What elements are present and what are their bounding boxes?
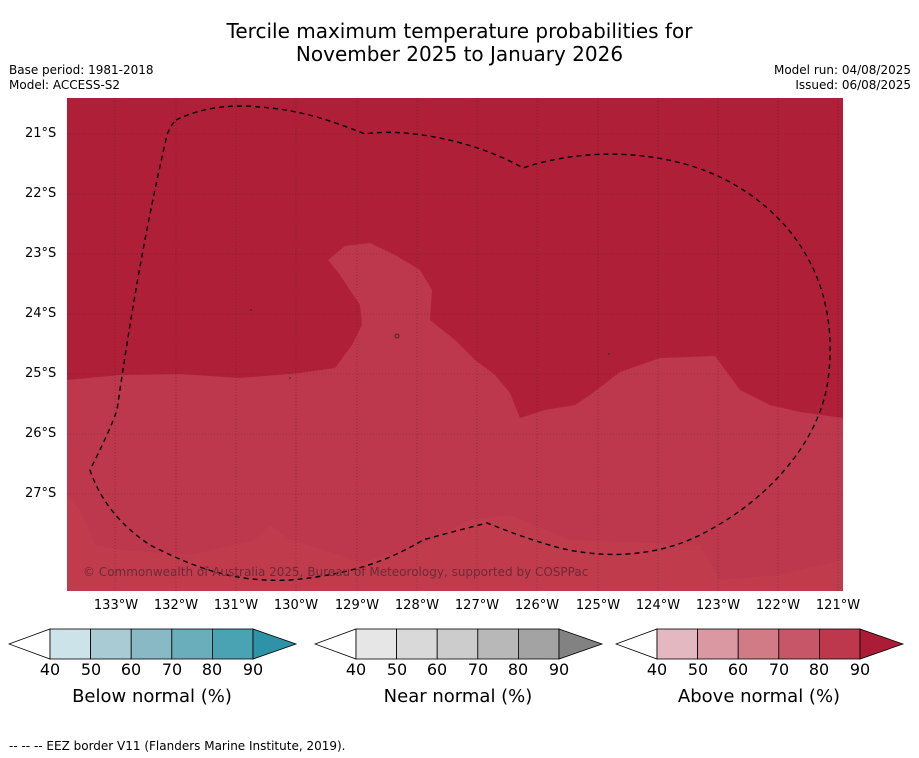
lon-label: 131°W <box>213 598 259 613</box>
colorbar-segment <box>90 628 132 660</box>
lat-label: 26°S <box>25 426 57 441</box>
colorbar-segment <box>818 628 861 660</box>
base-period: Base period: 1981-2018 <box>9 63 154 77</box>
model-name: Model: ACCESS-S2 <box>9 78 121 92</box>
colorbar-segment <box>355 628 397 660</box>
island-marker <box>289 377 291 379</box>
lon-label: 124°W <box>635 598 681 613</box>
lat-label: 27°S <box>25 486 57 501</box>
legend-tick: 70 <box>768 660 790 679</box>
above-70-80-region-south <box>67 495 843 591</box>
below-normal-title: Below normal (%) <box>72 686 232 707</box>
lat-label: 25°S <box>25 366 57 381</box>
lat-label: 23°S <box>25 246 57 261</box>
lat-label: 24°S <box>25 306 57 321</box>
legend-tick: 80 <box>507 660 529 679</box>
colorbar-segment <box>778 628 820 660</box>
colorbar-segment <box>171 628 213 660</box>
colorbar-segment <box>211 628 254 660</box>
map-area <box>67 98 843 591</box>
copyright-notice: © Commonwealth of Australia 2025, Bureau… <box>83 565 589 579</box>
issued-date: Issued: 06/08/2025 <box>795 78 911 92</box>
legend-tick: 40 <box>646 660 668 679</box>
lon-label: 122°W <box>755 598 801 613</box>
colorbar-segment <box>396 628 438 660</box>
near-normal-colorbar <box>314 628 604 660</box>
colorbar-segment <box>737 628 780 660</box>
lon-label: 129°W <box>334 598 380 613</box>
colorbar-segment <box>130 628 173 660</box>
colorbar-segment <box>436 628 479 660</box>
legend-tick: 80 <box>808 660 830 679</box>
colorbar-low-extension <box>615 628 658 660</box>
above-normal-title: Above normal (%) <box>677 686 841 707</box>
island-marker <box>394 333 400 339</box>
legend-tick: 70 <box>161 660 183 679</box>
colorbar-segment <box>697 628 739 660</box>
lon-label: 128°W <box>394 598 440 613</box>
legend-tick: 70 <box>467 660 489 679</box>
colorbar-low-extension <box>314 628 357 660</box>
lon-label: 126°W <box>514 598 560 613</box>
legend-tick: 40 <box>345 660 367 679</box>
above-normal-colorbar <box>615 628 905 660</box>
near-normal-title: Near normal (%) <box>383 686 533 707</box>
legend-tick: 60 <box>120 660 142 679</box>
lon-label: 133°W <box>93 598 139 613</box>
lon-label: 130°W <box>273 598 319 613</box>
legend-tick: 90 <box>242 660 264 679</box>
colorbar-low-extension <box>8 628 51 660</box>
legend-tick: 90 <box>548 660 570 679</box>
chart-title-line1: Tercile maximum temperature probabilitie… <box>226 19 693 43</box>
lon-label: 125°W <box>575 598 621 613</box>
legend-tick: 40 <box>39 660 61 679</box>
lon-label: 132°W <box>153 598 199 613</box>
lat-label: 21°S <box>25 126 57 141</box>
legend-tick: 60 <box>727 660 749 679</box>
legend-tick: 90 <box>849 660 871 679</box>
colorbar-high-extension <box>252 628 298 660</box>
colorbar-segment <box>656 628 698 660</box>
eez-footnote: -- -- -- EEZ border V11 (Flanders Marine… <box>9 739 346 753</box>
below-normal-colorbar <box>8 628 298 660</box>
lon-label: 127°W <box>454 598 500 613</box>
colorbar-segment <box>49 628 91 660</box>
colorbar-high-extension <box>859 628 905 660</box>
lon-label: 121°W <box>815 598 861 613</box>
lon-label: 123°W <box>695 598 741 613</box>
legend-tick: 60 <box>426 660 448 679</box>
colorbar-segment <box>517 628 560 660</box>
colorbar-segment <box>477 628 519 660</box>
legend-tick: 80 <box>201 660 223 679</box>
island-marker <box>608 353 610 355</box>
island-marker <box>250 309 252 311</box>
legend-tick: 50 <box>386 660 408 679</box>
legend-tick: 50 <box>80 660 102 679</box>
legend-tick: 50 <box>687 660 709 679</box>
lat-label: 22°S <box>25 186 57 201</box>
colorbar-high-extension <box>558 628 604 660</box>
model-run: Model run: 04/08/2025 <box>773 63 911 77</box>
above-70-80-region <box>67 243 843 591</box>
chart-title-line2: November 2025 to January 2026 <box>295 42 624 66</box>
